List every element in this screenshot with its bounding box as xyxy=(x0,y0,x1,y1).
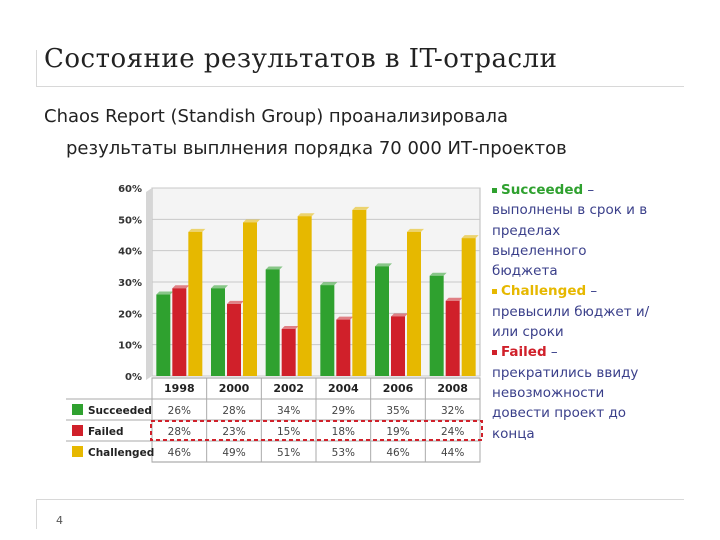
table-series-name: Challenged xyxy=(88,447,154,459)
bar-top-challenged-2000 xyxy=(243,219,260,223)
bar-failed-2006 xyxy=(391,316,405,376)
bar-top-succeeded-2000 xyxy=(211,285,228,289)
bar-challenged-1998 xyxy=(188,231,203,376)
title-accent-line xyxy=(36,50,37,86)
bar-challenged-2004 xyxy=(352,209,367,376)
data-label: 28% xyxy=(168,426,191,438)
bar-succeeded-2002 xyxy=(265,269,280,376)
bar-challenged-2000 xyxy=(243,222,257,376)
bar-top-succeeded-2002 xyxy=(265,266,283,270)
bar-challenged-2006 xyxy=(407,231,421,376)
legend-swatch-failed xyxy=(492,349,497,355)
legend-desc-succeeded: – выполнены в срок и в пределах выделенн… xyxy=(492,182,648,280)
x-tick-label: 2002 xyxy=(273,382,304,395)
title-divider xyxy=(36,86,684,87)
y-tick-label: 0% xyxy=(125,372,142,383)
table-swatch-succeeded xyxy=(72,404,83,415)
x-tick-label: 1998 xyxy=(164,382,195,395)
y-tick-label: 20% xyxy=(118,309,142,320)
table-swatch-challenged xyxy=(72,446,83,457)
legend-name-succeeded: Succeeded xyxy=(501,182,584,198)
page-number: 4 xyxy=(56,514,63,527)
table-series-name: Failed xyxy=(88,426,123,438)
data-label: 28% xyxy=(222,405,245,417)
x-tick-label: 2008 xyxy=(437,382,468,395)
legend-name-challenged: Challenged xyxy=(501,283,587,300)
legend-item-challenged: Challenged – превысили бюджет и/или срок… xyxy=(492,281,652,342)
bar-top-failed-2006 xyxy=(391,313,408,317)
slide-title: Состояние результатов в IT-отрасли xyxy=(44,44,558,74)
data-label: 46% xyxy=(386,447,409,459)
bar-top-succeeded-1998 xyxy=(156,291,174,295)
bar-succeeded-2000 xyxy=(211,288,225,376)
plot-side-wall xyxy=(146,188,152,380)
legend-swatch-succeeded xyxy=(492,187,497,193)
bar-succeeded-1998 xyxy=(156,294,171,376)
data-label: 29% xyxy=(332,405,355,417)
bar-failed-2002 xyxy=(281,329,296,376)
data-label: 26% xyxy=(168,405,191,417)
bar-top-succeeded-2008 xyxy=(429,272,447,276)
table-series-name: Succeeded xyxy=(88,405,152,417)
bar-succeeded-2004 xyxy=(320,285,335,376)
bar-failed-1998 xyxy=(172,288,187,376)
bar-challenged-2008 xyxy=(461,238,476,376)
data-label: 51% xyxy=(277,447,300,459)
data-label: 49% xyxy=(222,447,245,459)
bar-succeeded-2006 xyxy=(375,266,389,376)
chart-legend: Succeeded – выполнены в срок и в предела… xyxy=(492,180,652,444)
legend-item-failed: Failed – прекратились ввиду невозможност… xyxy=(492,342,652,443)
y-tick-label: 50% xyxy=(118,215,142,226)
x-tick-label: 2004 xyxy=(328,382,359,395)
data-label: 46% xyxy=(168,447,191,459)
bar-top-failed-2008 xyxy=(445,297,463,301)
bar-top-challenged-2006 xyxy=(407,228,424,232)
bar-top-failed-2004 xyxy=(336,316,354,320)
data-label: 44% xyxy=(441,447,464,459)
data-label: 18% xyxy=(332,426,355,438)
legend-name-failed: Failed xyxy=(501,344,547,361)
data-label: 53% xyxy=(332,447,355,459)
legend-desc-failed: – прекратились ввиду невозможности довес… xyxy=(492,344,639,442)
bar-top-succeeded-2004 xyxy=(320,282,338,286)
bar-top-challenged-2008 xyxy=(461,235,479,239)
footer-divider xyxy=(36,499,684,500)
y-tick-label: 30% xyxy=(118,278,142,289)
table-swatch-failed xyxy=(72,425,83,436)
data-label: 24% xyxy=(441,426,464,438)
bar-failed-2004 xyxy=(336,319,351,376)
bar-top-challenged-2002 xyxy=(297,213,315,217)
bar-failed-2008 xyxy=(445,300,460,376)
legend-desc-challenged: – превысили бюджет и/или сроки xyxy=(492,283,650,341)
legend-item-succeeded: Succeeded – выполнены в срок и в предела… xyxy=(492,180,652,281)
data-label: 34% xyxy=(277,405,300,417)
bullet-text-line-1: Chaos Report (Standish Group) проанализи… xyxy=(44,106,509,127)
data-label: 19% xyxy=(386,426,409,438)
data-label: 23% xyxy=(222,426,245,438)
x-tick-label: 2006 xyxy=(383,382,414,395)
data-label: 15% xyxy=(277,426,300,438)
chaos-bar-chart: 0% 10% 20% 30% 40% 50% 60% 1998 2000 2002 2004 2006… xyxy=(66,184,483,463)
bar-top-challenged-2004 xyxy=(352,206,370,210)
bar-failed-2000 xyxy=(227,303,241,376)
bar-succeeded-2008 xyxy=(429,275,444,376)
bar-top-failed-2002 xyxy=(281,326,299,329)
bar-top-failed-2000 xyxy=(227,300,244,304)
bar-challenged-2002 xyxy=(297,216,312,376)
bar-top-succeeded-2006 xyxy=(375,263,392,267)
y-tick-label: 10% xyxy=(118,341,142,352)
y-tick-label: 60% xyxy=(118,184,142,195)
bar-top-challenged-1998 xyxy=(188,228,206,232)
bar-top-failed-1998 xyxy=(172,285,190,289)
y-tick-label: 40% xyxy=(118,247,142,258)
legend-swatch-challenged xyxy=(492,288,497,294)
data-label: 32% xyxy=(441,405,464,417)
bullet-text-line-2: результаты выплнения порядка 70 000 ИТ-п… xyxy=(66,138,567,159)
footer-accent-line xyxy=(36,499,37,529)
x-tick-label: 2000 xyxy=(219,382,250,395)
data-label: 35% xyxy=(386,405,409,417)
